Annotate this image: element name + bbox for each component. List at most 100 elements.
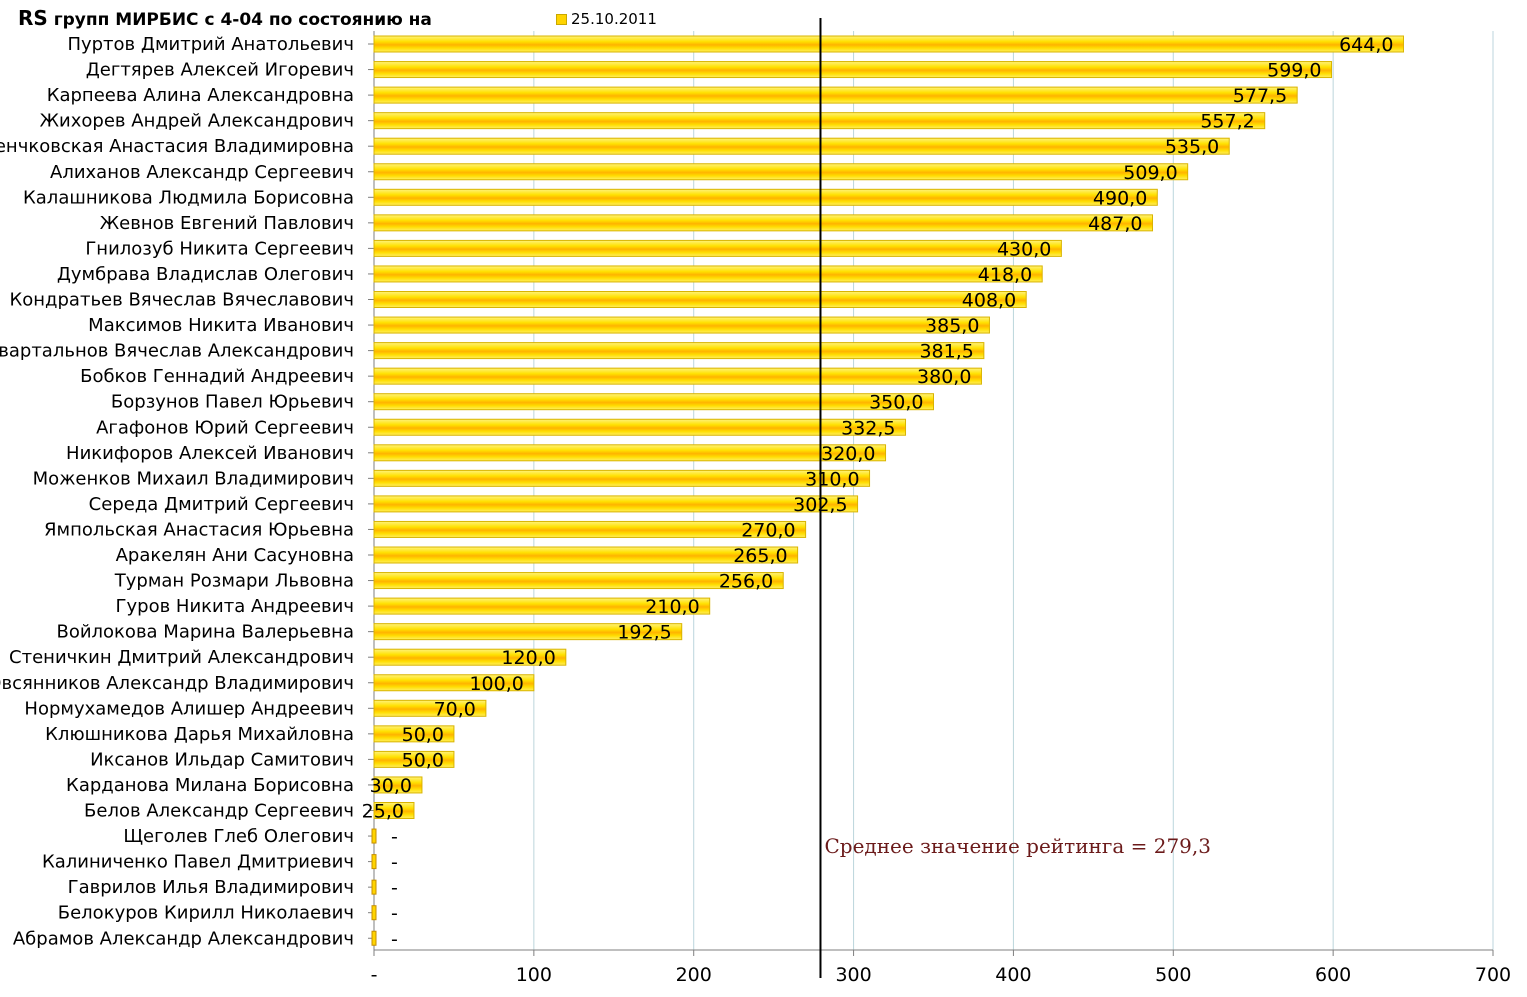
- value-label: 310,0: [805, 468, 859, 490]
- category-label: Калашникова Людмила Борисовна: [23, 187, 354, 208]
- category-label: Калиниченко Павел Дмитриевич: [42, 852, 354, 873]
- bar: [373, 214, 1154, 232]
- value-label: 50,0: [402, 724, 444, 746]
- bar: [373, 61, 1333, 79]
- category-label: Алиханов Александр Сергеевич: [50, 162, 354, 183]
- category-label: Дегтярев Алексей Игоревич: [86, 60, 354, 81]
- category-label: Пуртов Дмитрий Анатольевич: [67, 34, 354, 55]
- value-label: 30,0: [370, 775, 412, 797]
- title-prefix: RS: [18, 6, 48, 30]
- category-label: Максимов Никита Иванович: [88, 315, 354, 336]
- category-label: Квартальнов Вячеслав Александрович: [0, 341, 354, 362]
- value-label: 599,0: [1267, 60, 1321, 82]
- bar: [373, 265, 1043, 283]
- category-label: Гнилозуб Никита Сергеевич: [85, 238, 354, 259]
- category-label: Овсянников Александр Владимирович: [0, 673, 354, 694]
- value-label: -: [391, 877, 398, 899]
- bar: [373, 163, 1189, 181]
- bar: [373, 750, 455, 768]
- x-tick-label: 100: [516, 964, 552, 986]
- category-label: Ямпольская Анастасия Юрьевна: [44, 519, 354, 540]
- bar: [373, 86, 1298, 104]
- x-tick-label: 200: [676, 964, 712, 986]
- value-label: 385,0: [925, 315, 979, 337]
- bar: [373, 597, 711, 615]
- bar: [373, 112, 1266, 130]
- category-label: Клюшникова Дарья Михайловна: [45, 724, 354, 745]
- category-label: Жихорев Андрей Александрович: [40, 111, 354, 132]
- value-label: -: [391, 852, 398, 874]
- category-label: Кондратьев Вячеслав Вячеславович: [10, 290, 355, 311]
- category-label: Войлокова Марина Валерьевна: [56, 622, 354, 643]
- category-label: Думбрава Владислав Олегович: [57, 264, 354, 285]
- value-label: 557,2: [1200, 111, 1254, 133]
- value-label: 70,0: [434, 698, 476, 720]
- value-label: 381,5: [919, 341, 973, 363]
- value-label: 192,5: [617, 622, 671, 644]
- bar: [373, 699, 487, 717]
- category-label: Нормухамедов Алишер Андреевич: [24, 698, 354, 719]
- value-label: 487,0: [1088, 213, 1142, 235]
- value-label: 25,0: [362, 801, 404, 823]
- bar: [373, 648, 567, 666]
- value-label: -: [391, 903, 398, 925]
- value-label: 50,0: [402, 749, 444, 771]
- bar: [373, 546, 799, 564]
- value-label: 644,0: [1339, 34, 1393, 56]
- category-label: Стеничкин Дмитрий Александрович: [9, 647, 354, 668]
- legend-label: 25.10.2011: [571, 10, 657, 28]
- grid: - 100 200 300 400 500 600 700: [368, 31, 1511, 986]
- value-label: 430,0: [997, 238, 1051, 260]
- bar: [373, 291, 1027, 308]
- category-label: Агафонов Юрий Сергеевич: [96, 417, 354, 438]
- value-label: 320,0: [821, 443, 875, 465]
- category-label: Щеголев Глеб Олегович: [123, 826, 354, 847]
- value-label: 535,0: [1165, 136, 1219, 158]
- bar: [373, 316, 990, 334]
- category-label: Гуров Никита Андреевич: [116, 596, 354, 617]
- category-label: Середа Дмитрий Сергеевич: [89, 494, 354, 515]
- average-annotation: Среднее значение рейтинга = 279,3: [824, 834, 1211, 858]
- bar: [373, 623, 683, 641]
- value-label: 120,0: [501, 647, 555, 669]
- bar: [371, 905, 377, 921]
- value-label: 408,0: [962, 290, 1016, 312]
- category-label: Венчковская Анастасия Владимировна: [0, 136, 354, 157]
- value-label: 577,5: [1233, 85, 1287, 107]
- value-label: 490,0: [1093, 187, 1147, 209]
- value-label: 380,0: [917, 366, 971, 388]
- bar: [373, 239, 1062, 257]
- bar: [373, 342, 985, 360]
- labels: Пуртов Дмитрий Анатольевич 644,0 Дегтярев …: [0, 34, 1393, 950]
- category-label: Абрамов Александр Александрович: [13, 928, 354, 949]
- bar: [371, 930, 377, 946]
- category-label: Борзунов Павел Юрьевич: [111, 392, 354, 413]
- bar: [373, 674, 535, 692]
- bar: [373, 444, 887, 462]
- value-label: 350,0: [869, 392, 923, 414]
- category-label: Жевнов Евгений Павлович: [100, 213, 354, 234]
- category-label: Иксанов Ильдар Самитович: [90, 749, 354, 770]
- x-tick-label: -: [371, 964, 378, 986]
- bar: [373, 188, 1158, 206]
- bar: [371, 828, 377, 844]
- bar: [373, 572, 784, 590]
- title-text: групп МИРБИС с 4-04 по состоянию на: [47, 10, 432, 30]
- category-label: Аракелян Ани Сасуновна: [116, 545, 354, 566]
- bar: [373, 367, 982, 385]
- bar: [373, 393, 934, 411]
- category-label: Карданова Милана Борисовна: [66, 775, 354, 796]
- bar: [373, 520, 807, 538]
- value-label: -: [391, 826, 398, 848]
- category-label: Моженков Михаил Владимирович: [33, 468, 354, 489]
- x-tick-label: 300: [835, 964, 871, 986]
- bar: [373, 469, 871, 487]
- category-label: Никифоров Алексей Иванович: [66, 443, 354, 464]
- x-tick-label: 500: [1155, 964, 1191, 986]
- legend-swatch: [556, 13, 567, 25]
- value-label: 418,0: [978, 264, 1032, 286]
- bar: [371, 854, 377, 870]
- bar: [373, 137, 1230, 155]
